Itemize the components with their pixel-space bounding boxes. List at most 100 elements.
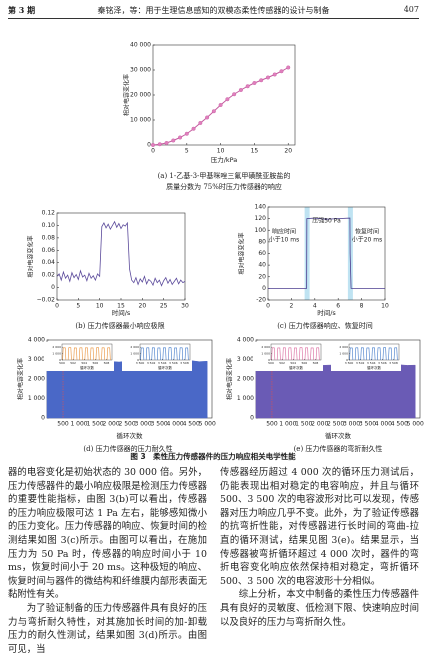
inset-y-tick-label: 1 000 bbox=[130, 352, 139, 356]
inset-x-label: 循环次数 bbox=[80, 365, 94, 370]
x-tick-label: 2 000 bbox=[311, 421, 328, 428]
caption: (a) 1-乙基-3-甲基咪唑三氟甲磺酰亚胺盐的 bbox=[158, 171, 291, 180]
data-point bbox=[198, 120, 203, 125]
inset-x-tick-label: 3 506 bbox=[169, 361, 178, 365]
x-tick-label: 0 bbox=[266, 303, 270, 310]
y-tick-label: 1 000 bbox=[237, 395, 254, 402]
inset-x-tick-label: 508 bbox=[104, 361, 110, 365]
x-tick-label: 1 000 bbox=[279, 421, 296, 428]
x-tick-label: 5 000 bbox=[199, 421, 216, 428]
inset-cycle bbox=[106, 347, 111, 361]
y-tick-label: 0.08 bbox=[42, 234, 56, 241]
inset-frame bbox=[122, 342, 192, 371]
data-point bbox=[252, 80, 257, 85]
inset-y-tick-label: 2 000 bbox=[130, 345, 139, 349]
y-tick-label: 1 000 bbox=[28, 395, 45, 402]
y-tick-label: 60 bbox=[258, 250, 266, 257]
inset-x-tick-label: 3 506 bbox=[378, 361, 387, 365]
inset-x-tick-label: 504 bbox=[81, 361, 87, 365]
inset-y-tick-label: 2 000 bbox=[261, 345, 270, 349]
data-point bbox=[272, 72, 277, 77]
inset-x-tick-label: 3 504 bbox=[367, 361, 376, 365]
inset-cycle bbox=[140, 347, 145, 361]
annotation: 恢复时间 bbox=[355, 228, 379, 236]
inset-x-tick-label: 506 bbox=[92, 361, 98, 365]
data-point bbox=[232, 92, 237, 97]
inset-cycle bbox=[310, 347, 315, 361]
inset-cycle bbox=[95, 347, 100, 361]
inset-cycle bbox=[304, 347, 309, 361]
data-point bbox=[184, 131, 189, 136]
series-line bbox=[268, 217, 385, 289]
y-tick-label: 0.02 bbox=[42, 272, 56, 279]
inset-x-tick-label: 500 bbox=[268, 361, 274, 365]
x-tick-label: 10 bbox=[217, 148, 225, 155]
annotation: 响应时间 bbox=[272, 228, 296, 236]
inset-y-tick-label: 1 000 bbox=[261, 352, 270, 356]
caption: (e) 压力传感器的弯折耐久性 bbox=[294, 444, 383, 453]
y-tick-label: 0 bbox=[41, 415, 45, 422]
inset-cycle bbox=[162, 347, 167, 361]
inset-x-tick-label: 3 502 bbox=[147, 361, 156, 365]
plot-frame bbox=[56, 212, 186, 301]
inset-cycle bbox=[282, 347, 287, 361]
paragraph: 器的电容变化是初始状态的 30 000 倍。另外，压力传感器件的最小响应极限是检… bbox=[8, 467, 207, 601]
x-tick-label: 15 bbox=[251, 148, 259, 155]
y-tick-label: 3 000 bbox=[28, 356, 45, 363]
inset-x-label: 循环次数 bbox=[158, 365, 172, 370]
inset-y-tick-label: 0 bbox=[268, 358, 270, 362]
inset-cycle bbox=[299, 347, 303, 361]
x-tick-label: 1 500 bbox=[86, 421, 103, 428]
inset-plot bbox=[348, 343, 400, 361]
inset-cycle bbox=[84, 347, 89, 361]
y-axis-label: 相对电容变化率 bbox=[27, 235, 35, 277]
x-axis-label: 时间/s bbox=[317, 308, 336, 317]
inset-cycle bbox=[271, 347, 276, 361]
y-tick-label: 10 000 bbox=[130, 117, 151, 124]
x-tick-label: 8 bbox=[360, 303, 364, 310]
inset-x-label: 循环次数 bbox=[367, 365, 381, 370]
inset-cycle bbox=[173, 347, 178, 361]
inset-cycle bbox=[78, 347, 83, 361]
inset-x-tick-label: 508 bbox=[313, 361, 319, 365]
y-tick-label: 0 bbox=[51, 284, 55, 291]
x-tick-label: 10 bbox=[381, 303, 389, 310]
x-tick-label: 4 500 bbox=[391, 421, 408, 428]
inset-plot bbox=[139, 343, 191, 361]
inset-x-tick-label: 3 508 bbox=[389, 361, 398, 365]
inset-y-tick-label: 2 000 bbox=[339, 345, 348, 349]
inset-x-tick-label: 502 bbox=[279, 361, 285, 365]
annotation: 压强50 Pa bbox=[312, 218, 341, 225]
y-axis-label: 相对电容变化率 bbox=[17, 358, 25, 400]
y-tick-label: 4 000 bbox=[28, 337, 45, 344]
data-point bbox=[225, 97, 230, 102]
x-axis-label: 循环次数 bbox=[117, 431, 144, 440]
inset-x-tick-label: 502 bbox=[70, 361, 76, 365]
y-tick-label: 120 bbox=[255, 215, 267, 222]
data-point bbox=[178, 135, 183, 140]
inset-plot bbox=[270, 343, 322, 361]
inset-cycle bbox=[349, 347, 354, 361]
inset-x-tick-label: 3 500 bbox=[345, 361, 354, 365]
annotation: 小于20 ms bbox=[352, 236, 383, 244]
y-tick-label: 0.10 bbox=[42, 222, 56, 229]
data-point bbox=[279, 69, 284, 74]
page-number: 407 bbox=[403, 5, 419, 14]
caption: (d) 压力传感器的压力耐久性 bbox=[83, 444, 172, 453]
x-tick-label: 3 000 bbox=[343, 421, 360, 428]
y-tick-label: 2 000 bbox=[237, 376, 254, 383]
y-tick-label: 40 000 bbox=[130, 42, 151, 49]
y-tick-label: 40 bbox=[258, 262, 266, 269]
data-point bbox=[164, 140, 169, 145]
x-tick-label: 30 bbox=[181, 303, 189, 310]
inset-y-tick-label: 0 bbox=[137, 358, 139, 362]
y-tick-label: 0 bbox=[147, 142, 151, 149]
x-tick-label: 500 bbox=[57, 421, 69, 428]
inset-x-tick-label: 500 bbox=[59, 361, 65, 365]
x-tick-label: 500 bbox=[266, 421, 278, 428]
figure-caption: 图 3 柔性压力传感器件的压力响应相关电学性能 bbox=[130, 451, 296, 461]
inset-x-label: 循环次数 bbox=[289, 365, 303, 370]
inset-cycle bbox=[293, 347, 298, 361]
x-tick-label: 1 000 bbox=[70, 421, 87, 428]
caption: (c) 压力传感器响应、恢复时间 bbox=[277, 321, 373, 330]
